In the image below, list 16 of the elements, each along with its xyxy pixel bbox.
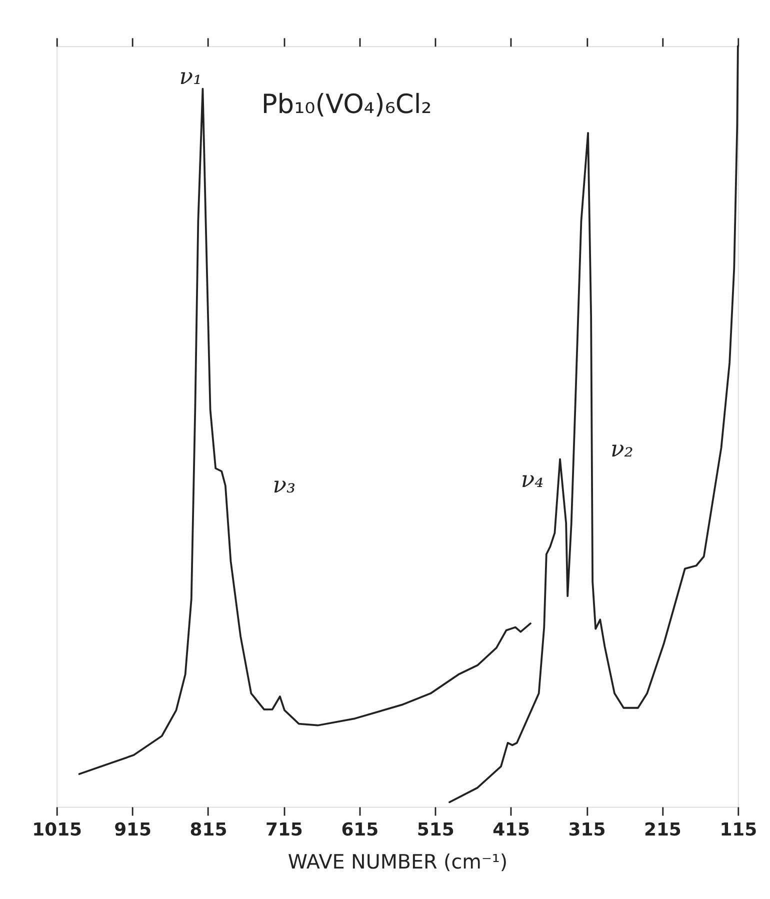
- x-tick-label: 415: [492, 820, 530, 841]
- annotation: ν₂: [610, 436, 634, 463]
- annotation: ν₁: [179, 64, 202, 90]
- x-tick-label: 115: [720, 820, 758, 841]
- annotation: ν₃: [272, 472, 296, 499]
- x-tick-label: 715: [265, 820, 303, 841]
- annotation: ν₄: [520, 466, 544, 493]
- x-tick-label: 815: [190, 820, 228, 841]
- x-tick-label: 315: [568, 820, 606, 841]
- x-tick-label: 515: [416, 820, 454, 841]
- x-tick-label: 615: [341, 820, 379, 841]
- x-tick-label: 215: [644, 820, 682, 841]
- x-axis-title: WAVE NUMBER (cm⁻¹): [288, 850, 508, 874]
- x-tick-label: 1015: [32, 820, 82, 841]
- annotation: Pb₁₀(VO₄)₆Cl₂: [261, 89, 432, 120]
- x-tick-label: 915: [114, 820, 152, 841]
